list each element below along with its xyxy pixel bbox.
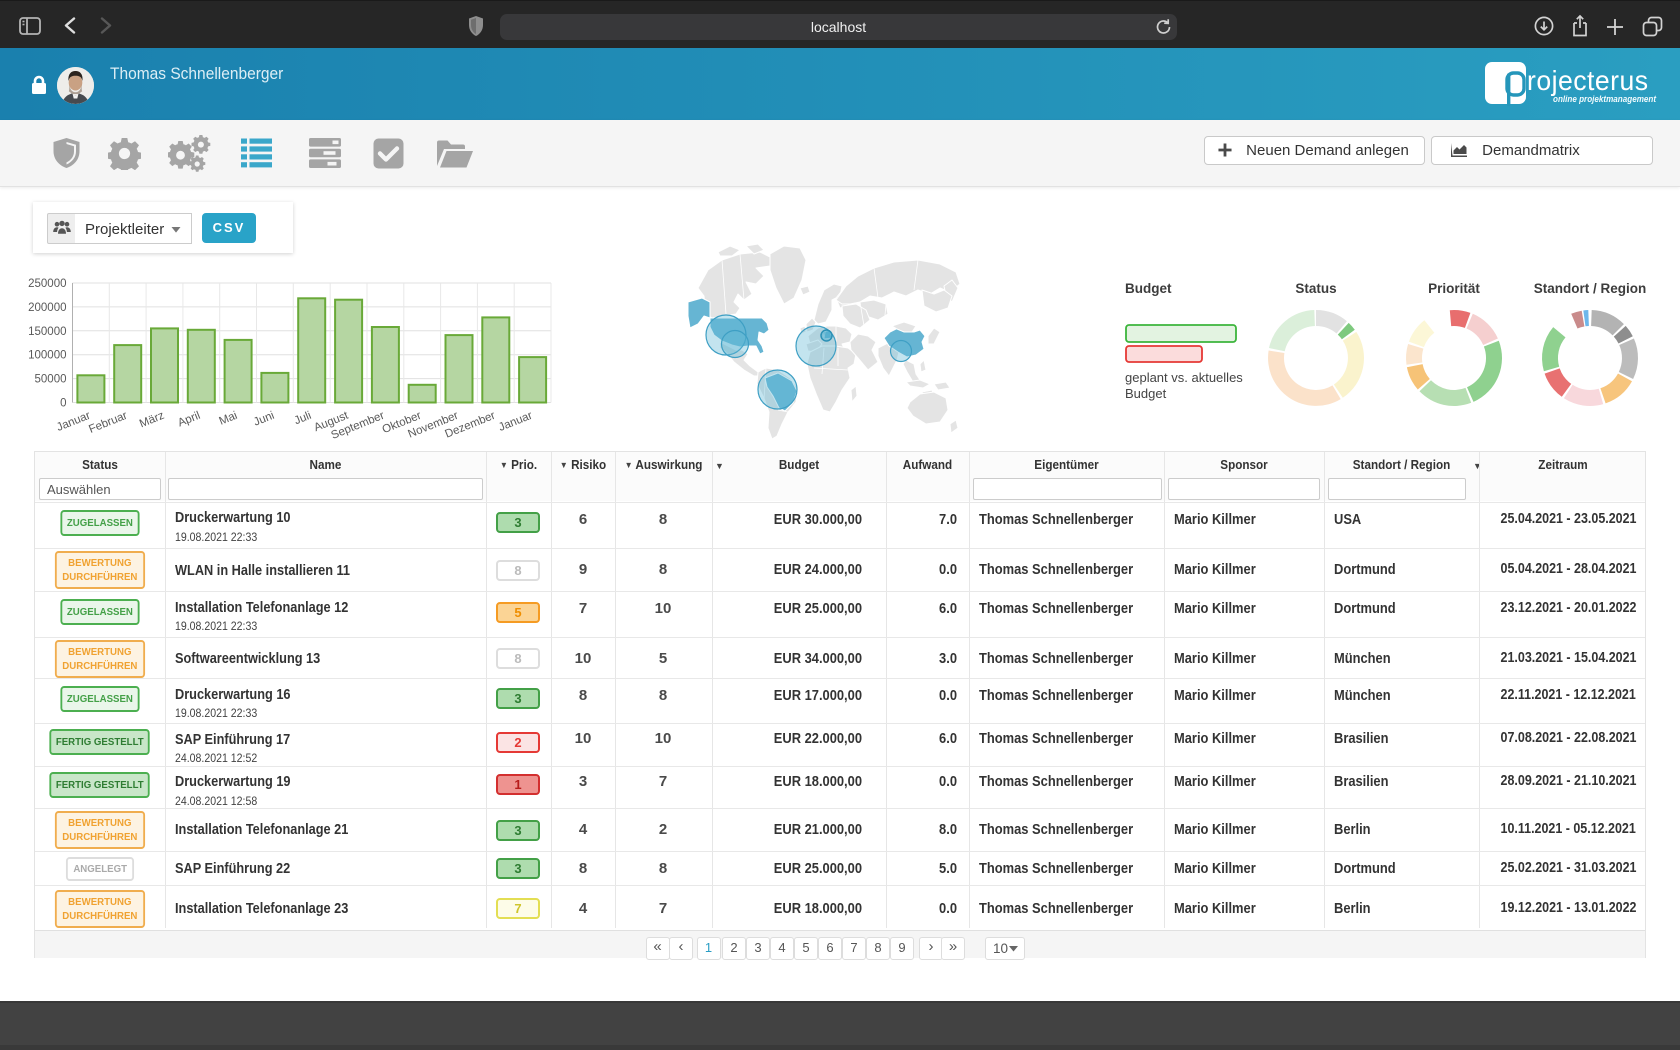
svg-text:Budget: Budget (1125, 281, 1172, 296)
svg-text:Standort / Region: Standort / Region (1534, 281, 1647, 296)
svg-text:Budget: Budget (1125, 386, 1167, 401)
svg-text:100000: 100000 (28, 350, 66, 362)
svg-text:0: 0 (60, 398, 66, 410)
svg-text:200000: 200000 (28, 302, 66, 314)
svg-text:150000: 150000 (28, 326, 66, 338)
svg-text:Priorität: Priorität (1428, 281, 1480, 296)
svg-text:Status: Status (1295, 281, 1336, 296)
svg-text:250000: 250000 (28, 278, 66, 290)
svg-text:50000: 50000 (35, 374, 67, 386)
svg-text:geplant vs. aktuelles: geplant vs. aktuelles (1125, 370, 1243, 385)
svg-text:Juli: Juli (293, 410, 314, 428)
